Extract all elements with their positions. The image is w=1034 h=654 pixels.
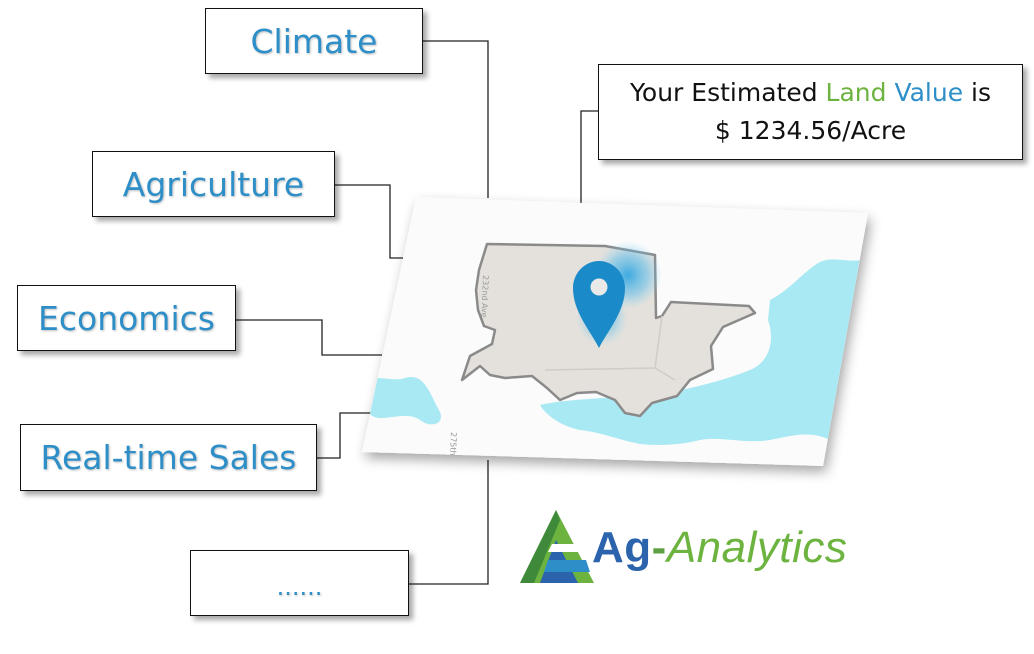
connector-climate [423,40,489,198]
factor-box-climate: Climate [205,8,423,74]
ag-analytics-logo-text: Ag-Analytics [592,523,847,573]
factor-box-real-time-sales: Real-time Sales [20,424,317,491]
map-pin-icon[interactable] [573,261,625,348]
factor-box-agriculture: Agriculture [92,151,335,217]
estimate-line-1: Your Estimated Land Value is [599,74,1022,112]
road-label-1: 232nd Ave [480,275,490,318]
factor-label-more: ...... [276,573,323,601]
connector-more [409,460,489,585]
ag-analytics-logo-mark [520,510,594,583]
factor-label-economics: Economics [38,298,215,338]
connector-economics [236,319,382,356]
road-label-2: 275th [448,432,458,456]
water-body-west [362,377,441,425]
connector-lines [236,40,598,585]
estimate-suffix: is [963,78,992,107]
parcel-inner-lines [544,315,676,381]
factor-label-agriculture: Agriculture [122,164,305,204]
factor-label-real-time-sales: Real-time Sales [40,438,297,477]
factor-box-more: ...... [190,550,409,616]
estimate-value-word: Value [894,78,964,107]
estimate-box: Your Estimated Land Value is $ 1234.56/A… [598,64,1023,160]
connector-real-time-sales [317,412,371,459]
factor-box-economics: Economics [17,285,236,351]
estimate-prefix: Your Estimated [629,78,826,107]
factor-label-climate: Climate [250,21,378,61]
estimate-amount: $ 1234.56/Acre [714,116,907,145]
logo-dash: - [651,523,667,572]
logo-analytics: Analytics [666,523,848,572]
estimate-land-word: Land [825,78,887,107]
parcel-map[interactable]: 232nd Ave 275th [362,197,880,466]
logo-ag: Ag [592,523,652,572]
connector-agriculture [335,184,403,259]
